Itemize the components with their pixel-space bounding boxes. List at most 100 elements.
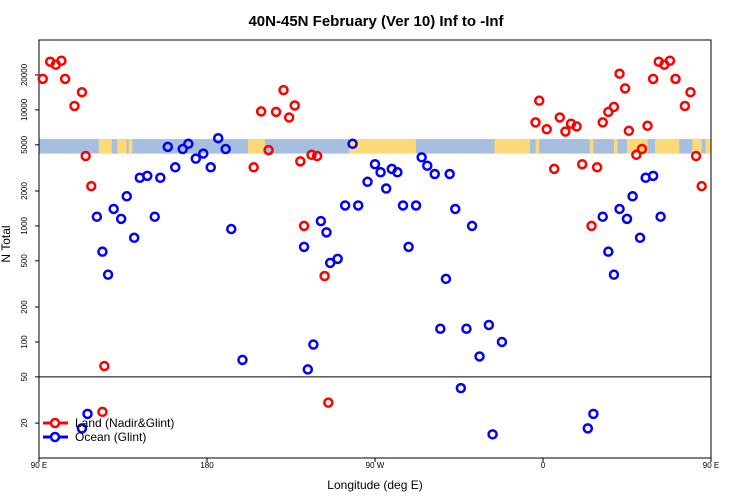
ocean-point bbox=[108, 203, 119, 215]
ocean-point bbox=[315, 215, 327, 227]
land-point bbox=[597, 117, 608, 128]
x-tick-label: 90 E bbox=[703, 461, 719, 470]
ocean-point bbox=[198, 148, 209, 159]
land-point bbox=[56, 55, 67, 67]
ocean-point bbox=[162, 141, 174, 153]
y-tick-label: 50 bbox=[20, 372, 29, 381]
land-point bbox=[685, 86, 696, 98]
band-land-segment bbox=[627, 139, 648, 154]
ocean-point bbox=[614, 203, 625, 215]
land-point bbox=[664, 55, 676, 67]
land-point bbox=[99, 360, 110, 372]
land-point bbox=[298, 220, 310, 232]
land-point bbox=[255, 106, 267, 117]
ocean-point bbox=[496, 336, 508, 348]
ocean-point bbox=[375, 167, 386, 178]
land-point bbox=[97, 406, 108, 418]
ocean-point bbox=[487, 429, 498, 440]
ocean-point bbox=[455, 382, 467, 394]
ocean-point bbox=[321, 227, 332, 238]
ocean-point bbox=[205, 162, 216, 173]
ocean-point bbox=[97, 246, 108, 257]
band-land-segment bbox=[613, 139, 618, 154]
ocean-point bbox=[461, 323, 472, 334]
legend-land-marker bbox=[49, 417, 61, 429]
y-tick-label: 100 bbox=[20, 335, 29, 349]
land-point bbox=[619, 83, 631, 94]
ocean-point bbox=[597, 211, 608, 222]
ocean-point bbox=[474, 351, 485, 362]
ocean-point bbox=[220, 143, 231, 155]
ocean-point bbox=[362, 176, 373, 188]
ocean-point bbox=[450, 203, 461, 215]
x-axis: 90 E 180 90 W 0 90 E bbox=[31, 458, 719, 470]
ocean-point bbox=[627, 191, 638, 202]
ocean-point bbox=[403, 241, 414, 253]
ocean-point bbox=[422, 160, 433, 171]
y-tick-label: 10000 bbox=[20, 98, 29, 121]
ocean-point bbox=[397, 200, 409, 211]
land-point bbox=[690, 150, 702, 162]
data-points bbox=[37, 55, 707, 440]
ocean-point bbox=[190, 153, 202, 164]
legend-ocean-label: Ocean (Glint) bbox=[75, 430, 146, 444]
y-tick-label: 200 bbox=[20, 300, 29, 314]
ocean-point bbox=[392, 167, 403, 178]
land-point bbox=[283, 112, 295, 123]
ocean-point bbox=[149, 211, 160, 222]
ocean-point bbox=[588, 408, 599, 420]
ocean-point bbox=[142, 170, 153, 182]
land-point bbox=[670, 73, 681, 85]
ocean-point bbox=[429, 168, 440, 180]
land-point bbox=[548, 163, 560, 175]
x-axis-label: Longitude (deg E) bbox=[327, 478, 422, 492]
ocean-point bbox=[177, 143, 188, 155]
y-tick-label: 20000 bbox=[20, 63, 29, 86]
band-land-segment bbox=[117, 139, 127, 154]
ocean-point bbox=[76, 423, 88, 434]
legend: Land (Nadir&Glint)Ocean (Glint) bbox=[43, 416, 174, 444]
ocean-point bbox=[410, 200, 422, 211]
ocean-point bbox=[332, 253, 343, 265]
land-point bbox=[306, 149, 317, 161]
land-point bbox=[696, 180, 707, 192]
land-point bbox=[576, 158, 588, 170]
surface-band bbox=[39, 139, 711, 154]
land-point bbox=[586, 220, 597, 232]
y-axis-label: N Total bbox=[0, 225, 13, 262]
land-point bbox=[59, 73, 71, 85]
legend-land-label: Land (Nadir&Glint) bbox=[75, 416, 174, 430]
land-point bbox=[86, 180, 97, 192]
land-point bbox=[37, 73, 48, 85]
land-point bbox=[571, 121, 582, 132]
ocean-point bbox=[621, 213, 633, 225]
band-land-segment bbox=[348, 139, 417, 154]
ocean-point bbox=[212, 132, 224, 144]
ocean-point bbox=[298, 241, 310, 253]
land-point bbox=[534, 95, 545, 106]
ocean-point bbox=[155, 172, 166, 184]
ocean-point bbox=[466, 220, 478, 232]
ocean-point bbox=[608, 269, 620, 280]
land-point bbox=[530, 117, 541, 128]
band-land-segment bbox=[589, 139, 594, 154]
band-land-segment bbox=[535, 139, 540, 154]
land-point bbox=[80, 150, 91, 162]
ocean-point bbox=[440, 273, 452, 285]
land-point bbox=[642, 120, 653, 131]
ocean-point bbox=[603, 246, 614, 257]
y-axis: 20 50 100 200 500 1000 2000 5000 10000 20000 bbox=[20, 63, 39, 428]
land-point bbox=[270, 106, 282, 118]
ocean-point bbox=[416, 152, 427, 163]
ocean-point bbox=[634, 232, 646, 244]
land-point bbox=[311, 150, 323, 162]
ocean-point bbox=[444, 168, 455, 180]
ocean-point bbox=[115, 213, 127, 225]
land-point bbox=[289, 100, 300, 111]
band-land-segment bbox=[248, 139, 265, 154]
land-point bbox=[263, 144, 274, 156]
land-point bbox=[69, 100, 80, 112]
band-land-segment bbox=[705, 139, 711, 154]
band-land-segment bbox=[655, 139, 680, 154]
